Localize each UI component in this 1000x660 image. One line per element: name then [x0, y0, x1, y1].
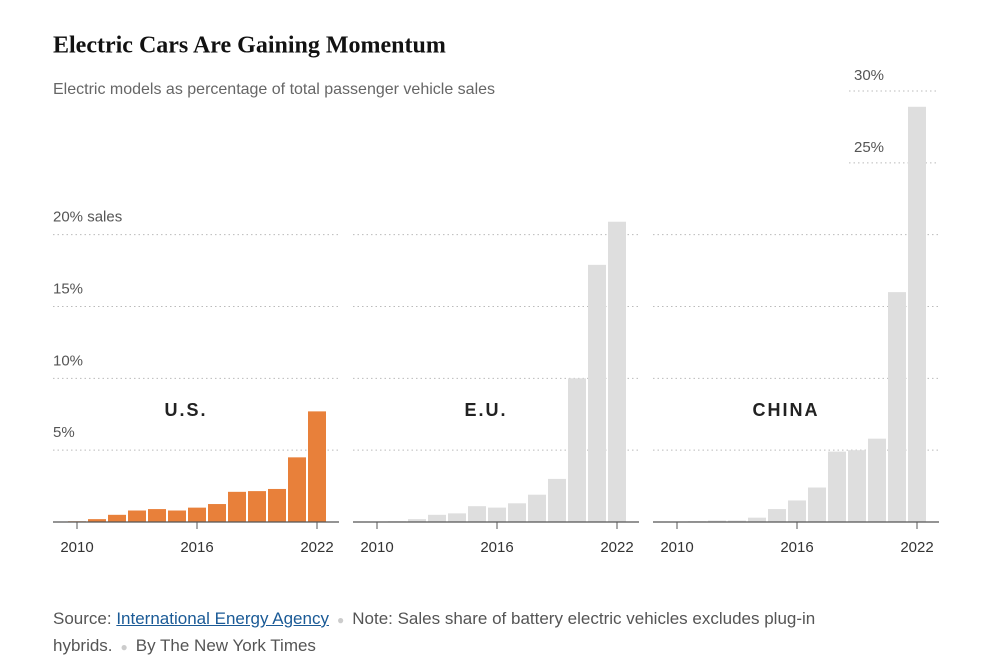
chart-title: Electric Cars Are Gaining Momentum [53, 33, 446, 59]
bar [748, 517, 766, 522]
bar [708, 520, 726, 522]
bar [848, 450, 866, 522]
separator: ● [336, 613, 345, 627]
bar [468, 506, 486, 522]
bar [108, 514, 126, 522]
bar [308, 411, 326, 522]
bar [88, 519, 106, 522]
bar [568, 378, 586, 522]
y-tick-label: 10% [53, 352, 83, 369]
bar [828, 451, 846, 522]
bar [908, 106, 926, 522]
bar [268, 488, 286, 522]
x-tick-label: 2010 [360, 539, 393, 556]
bar [548, 478, 566, 522]
bar [588, 264, 606, 522]
y-tick-label: 15% [53, 280, 83, 297]
bar [408, 519, 426, 522]
panel-title: CHINA [753, 400, 820, 420]
x-tick-label: 2016 [180, 539, 213, 556]
note: Note: Sales share of battery electric ve… [53, 609, 816, 655]
x-tick-label: 2022 [600, 539, 633, 556]
separator: ● [120, 640, 128, 654]
bar [888, 292, 906, 522]
bar [528, 494, 546, 522]
x-tick-label: 2022 [900, 539, 933, 556]
bar [508, 503, 526, 522]
x-tick-label: 2022 [300, 539, 333, 556]
bar [188, 507, 206, 522]
y-tick-label: 30% [854, 67, 884, 84]
y-tick-label: 25% [854, 139, 884, 156]
bar [608, 221, 626, 522]
x-tick-label: 2010 [660, 539, 693, 556]
y-tick-label: 20% sales [53, 209, 122, 226]
bar [288, 457, 306, 522]
y-tick-label: 5% [53, 424, 75, 441]
bar [788, 500, 806, 522]
chart: Electric Cars Are Gaining Momentum Elect… [53, 33, 939, 556]
panel-title: E.U. [464, 400, 507, 420]
bar [768, 509, 786, 522]
bar [448, 513, 466, 522]
bar [208, 504, 226, 522]
bar [148, 509, 166, 522]
bar [248, 491, 266, 522]
panel-title: U.S. [164, 400, 207, 420]
bar [488, 507, 506, 522]
source-label: Source: [53, 609, 112, 628]
source-link[interactable]: International Energy Agency [116, 609, 329, 628]
x-tick-label: 2010 [60, 539, 93, 556]
x-tick-label: 2016 [780, 539, 813, 556]
bar [808, 487, 826, 522]
bar [128, 510, 146, 522]
bar [228, 491, 246, 522]
footer: Source: International Energy Agency ● Note… [53, 606, 903, 660]
byline: By The New York Times [135, 636, 316, 655]
bar [168, 510, 186, 522]
chart-subtitle: Electric models as percentage of total p… [53, 81, 495, 98]
bar [428, 514, 446, 522]
bar [728, 520, 746, 522]
x-tick-label: 2016 [480, 539, 513, 556]
bar [868, 438, 886, 522]
